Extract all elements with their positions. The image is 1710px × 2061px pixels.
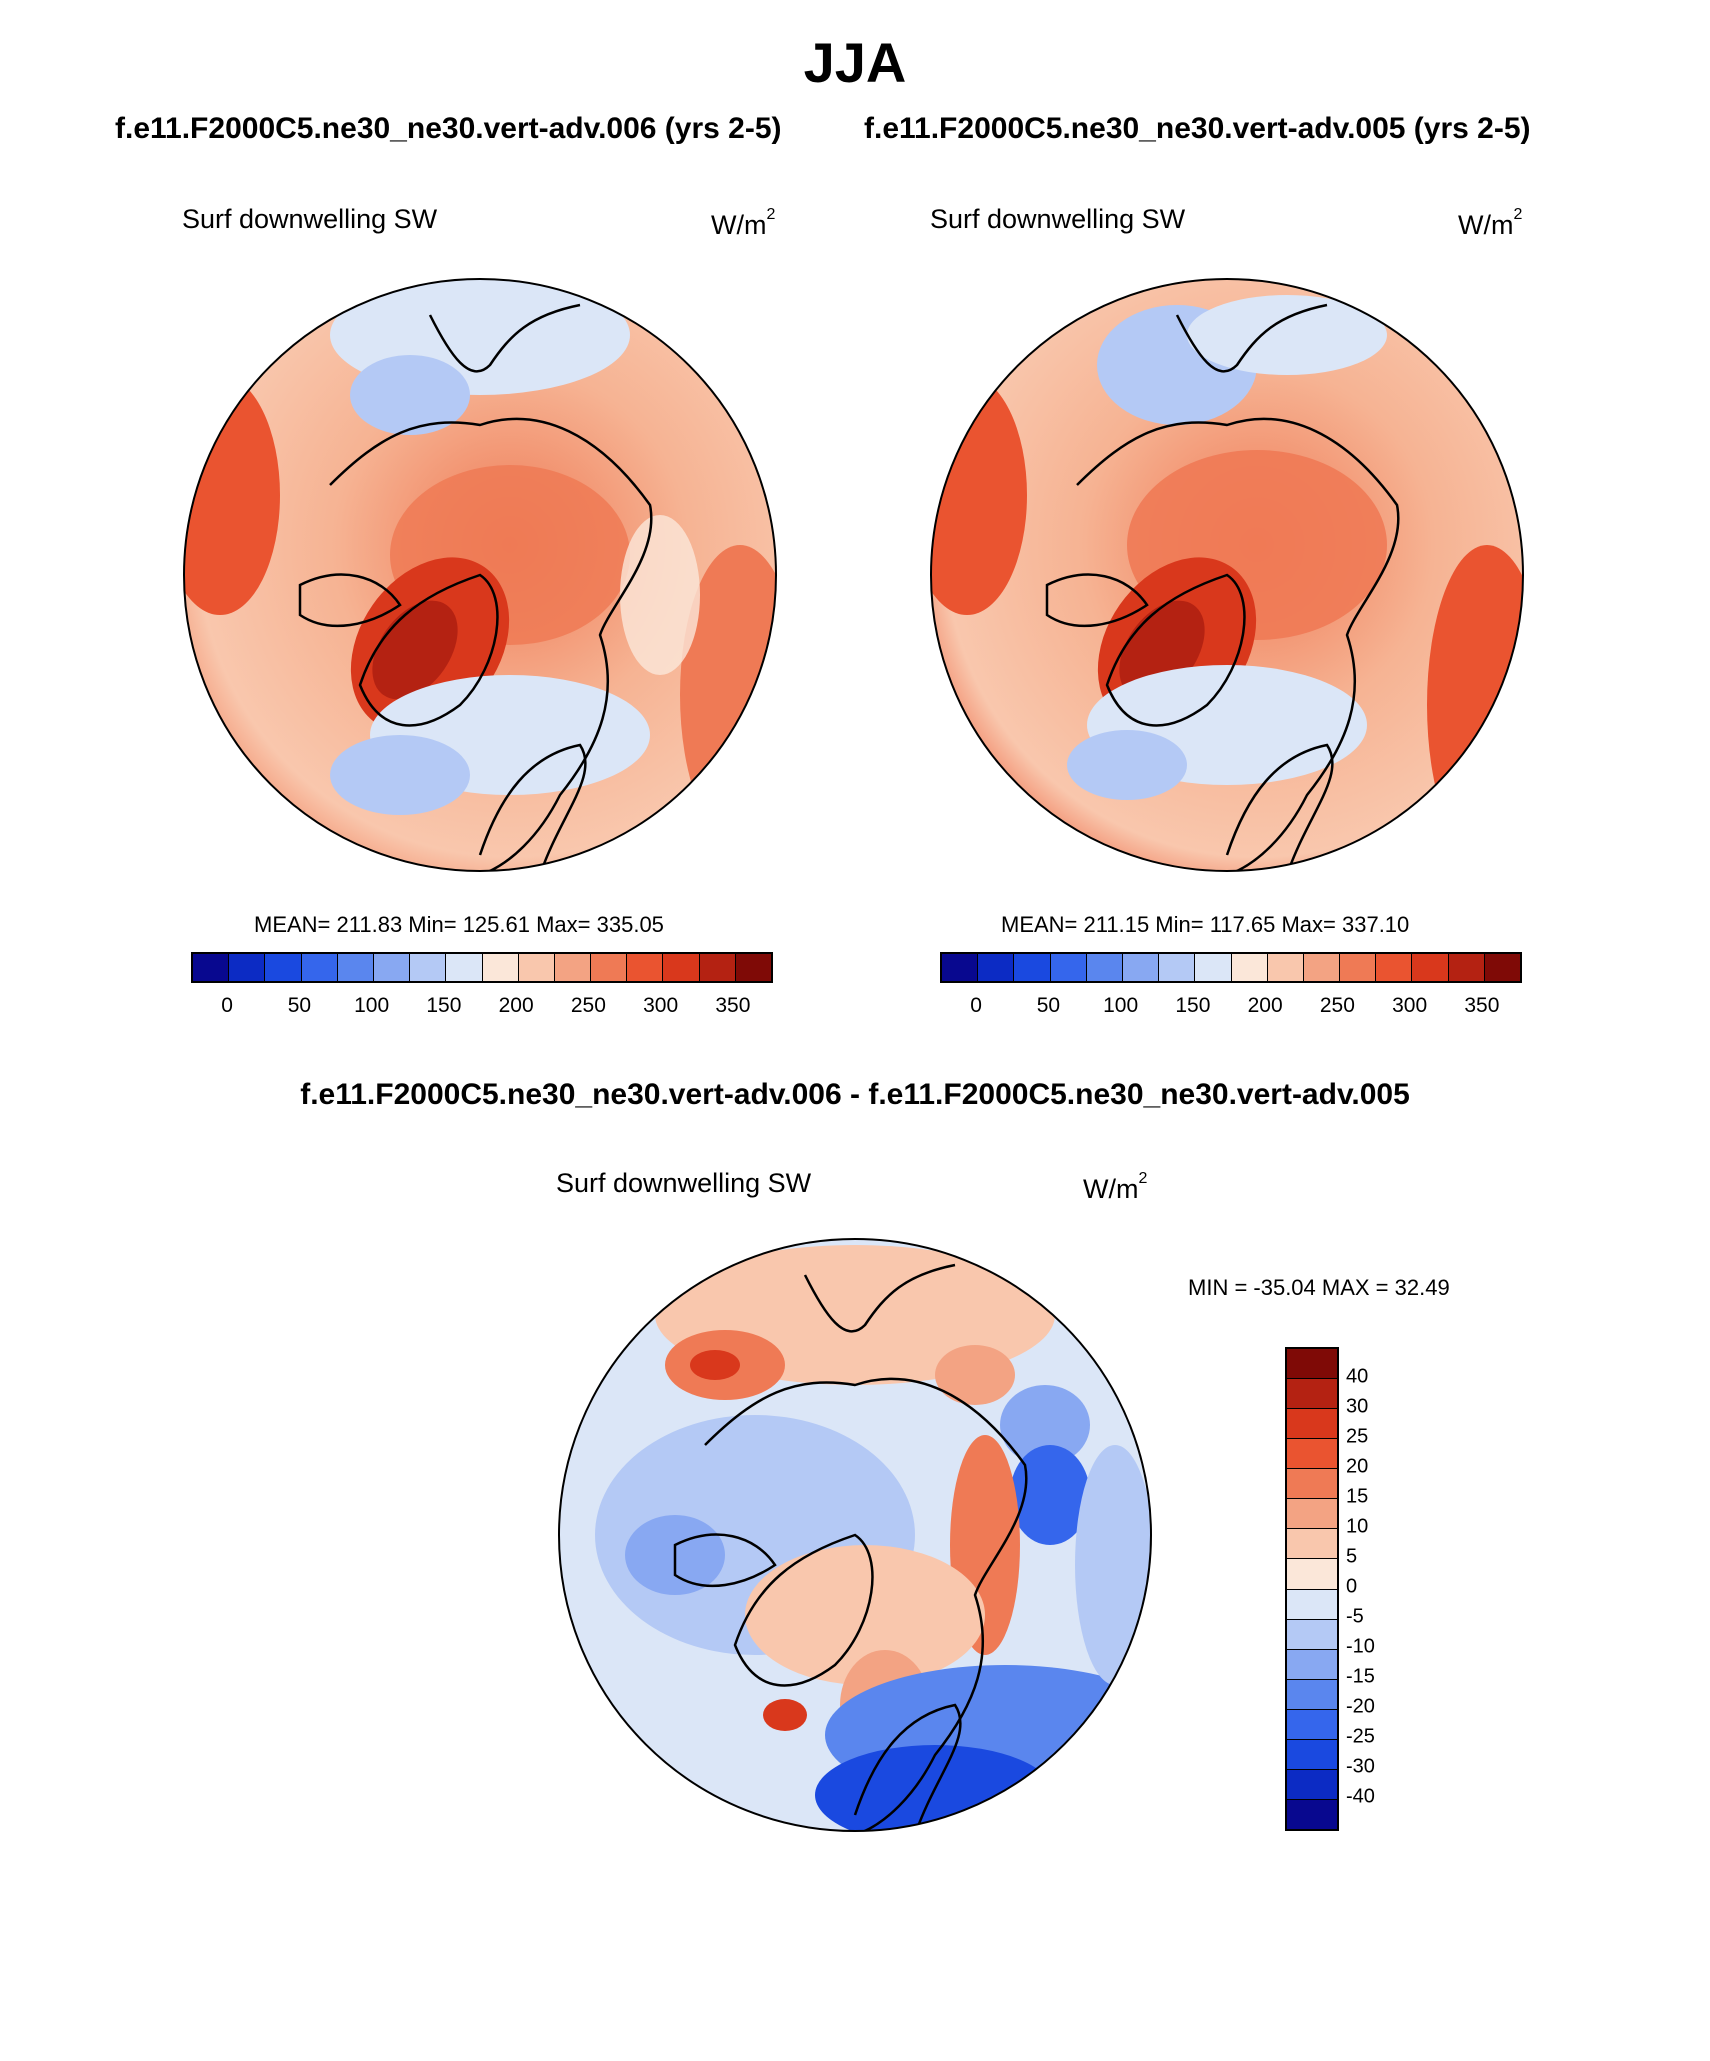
left-colorbar-box — [373, 954, 411, 981]
diff-colorbar-box — [1287, 1679, 1337, 1710]
left-units-label: W/m2 — [711, 206, 776, 240]
left-colorbar-box — [229, 954, 266, 981]
right-colorbar-box — [978, 954, 1015, 981]
diff-colorbar-box — [1287, 1559, 1337, 1590]
left-colorbar-box — [301, 954, 338, 981]
left-colorbar-box — [735, 954, 771, 981]
left-colorbar-tick-label: 350 — [715, 994, 751, 1017]
left-colorbar-box — [265, 954, 302, 981]
diff-colorbar-tick-label: 0 — [1346, 1575, 1358, 1598]
diff-colorbar-tick-label: -15 — [1346, 1665, 1375, 1688]
diff-colorbar-tick-label: -10 — [1346, 1635, 1375, 1658]
diff-colorbar-tick-label: 30 — [1346, 1395, 1369, 1418]
diff-colorbar-box — [1287, 1409, 1337, 1440]
diff-colorbar-tick-label: -40 — [1346, 1785, 1375, 1808]
diff-colorbar-box — [1287, 1529, 1337, 1560]
diff-colorbar-tick-label: 20 — [1346, 1455, 1369, 1478]
right-colorbar-tick-label: 100 — [1103, 994, 1139, 1017]
left-colorbar-box — [591, 954, 628, 981]
right-colorbar-tick-label: 250 — [1319, 994, 1355, 1017]
left-colorbar-tick-label: 50 — [287, 994, 312, 1017]
left-polar-map — [183, 278, 777, 872]
right-colorbar-box — [1122, 954, 1160, 981]
right-colorbar-box — [1448, 954, 1485, 981]
diff-units-label: W/m2 — [1083, 1170, 1148, 1204]
right-colorbar-tick-label: 50 — [1036, 994, 1061, 1017]
diff-colorbar-box — [1287, 1649, 1337, 1680]
diff-colorbar-box — [1287, 1739, 1337, 1770]
right-colorbar-box — [1050, 954, 1087, 981]
left-colorbar-box — [482, 954, 519, 981]
diff-colorbar-box — [1287, 1799, 1337, 1829]
right-colorbar-box — [1231, 954, 1268, 981]
diff-stats: MIN = -35.04 MAX = 32.49 — [1188, 1275, 1450, 1300]
right-colorbar-box — [1159, 954, 1196, 981]
right-colorbar-tick-label: 350 — [1464, 994, 1500, 1017]
left-colorbar-tick-label: 250 — [570, 994, 606, 1017]
difference-title: f.e11.F2000C5.ne30_ne30.vert-adv.006 - f… — [300, 1078, 1410, 1111]
diff-colorbar-box — [1287, 1349, 1337, 1380]
left-colorbar-box — [193, 954, 230, 981]
left-colorbar-box — [410, 954, 447, 981]
right-colorbar — [940, 952, 1522, 983]
diff-colorbar-box — [1287, 1619, 1337, 1650]
right-colorbar-box — [1014, 954, 1051, 981]
right-units-label: W/m2 — [1458, 206, 1523, 240]
left-colorbar-tick-label: 300 — [643, 994, 679, 1017]
left-colorbar-tick-label: 0 — [221, 994, 233, 1017]
diff-colorbar-tick-label: 10 — [1346, 1515, 1369, 1538]
right-colorbar-box — [1195, 954, 1232, 981]
right-variable-label: Surf downwelling SW — [930, 204, 1186, 234]
left-colorbar-tick-label: 200 — [498, 994, 534, 1017]
right-colorbar-box — [942, 954, 979, 981]
right-colorbar-box — [1303, 954, 1341, 981]
right-colorbar-box — [1484, 954, 1520, 981]
right-colorbar-tick-label: 150 — [1175, 994, 1211, 1017]
season-title: JJA — [803, 31, 907, 94]
diff-colorbar-tick-label: -5 — [1346, 1605, 1364, 1628]
left-stats: MEAN= 211.83 Min= 125.61 Max= 335.05 — [254, 912, 664, 937]
left-colorbar-tick-label: 100 — [354, 994, 390, 1017]
diff-colorbar-box — [1287, 1769, 1337, 1800]
case-right-title: f.e11.F2000C5.ne30_ne30.vert-adv.005 (yr… — [864, 112, 1531, 145]
right-colorbar-box — [1376, 954, 1413, 981]
diff-variable-label: Surf downwelling SW — [556, 1168, 812, 1198]
diff-colorbar-tick-label: 15 — [1346, 1485, 1369, 1508]
right-stats: MEAN= 211.15 Min= 117.65 Max= 337.10 — [1001, 912, 1410, 937]
left-colorbar-box — [446, 954, 483, 981]
left-colorbar-box — [554, 954, 592, 981]
left-colorbar-box — [663, 954, 700, 981]
diff-colorbar-box — [1287, 1499, 1337, 1530]
right-colorbar-box — [1412, 954, 1449, 981]
diff-colorbar — [1285, 1347, 1339, 1831]
diff-colorbar-tick-label: -25 — [1346, 1725, 1375, 1748]
left-colorbar-box — [699, 954, 736, 981]
left-colorbar-box — [337, 954, 374, 981]
right-colorbar-box — [1086, 954, 1123, 981]
diff-colorbar-box — [1287, 1589, 1337, 1620]
case-left-title: f.e11.F2000C5.ne30_ne30.vert-adv.006 (yr… — [115, 112, 782, 145]
diff-colorbar-tick-label: 40 — [1346, 1365, 1369, 1388]
left-colorbar-tick-label: 150 — [426, 994, 462, 1017]
left-colorbar-box — [627, 954, 664, 981]
diff-colorbar-tick-label: 5 — [1346, 1545, 1358, 1568]
right-colorbar-tick-label: 0 — [970, 994, 982, 1017]
left-colorbar-box — [518, 954, 555, 981]
diff-polar-map — [558, 1238, 1152, 1832]
diff-colorbar-box — [1287, 1469, 1337, 1500]
diff-colorbar-box — [1287, 1379, 1337, 1410]
right-polar-map — [930, 278, 1524, 872]
diff-colorbar-tick-label: -20 — [1346, 1695, 1375, 1718]
diff-colorbar-box — [1287, 1709, 1337, 1740]
right-colorbar-box — [1267, 954, 1304, 981]
right-colorbar-box — [1340, 954, 1377, 981]
diff-colorbar-tick-label: 25 — [1346, 1425, 1369, 1448]
diff-colorbar-box — [1287, 1439, 1337, 1470]
left-variable-label: Surf downwelling SW — [182, 204, 438, 234]
diff-colorbar-tick-label: -30 — [1346, 1755, 1375, 1778]
right-colorbar-tick-label: 200 — [1247, 994, 1283, 1017]
right-colorbar-tick-label: 300 — [1392, 994, 1428, 1017]
left-colorbar — [191, 952, 773, 983]
